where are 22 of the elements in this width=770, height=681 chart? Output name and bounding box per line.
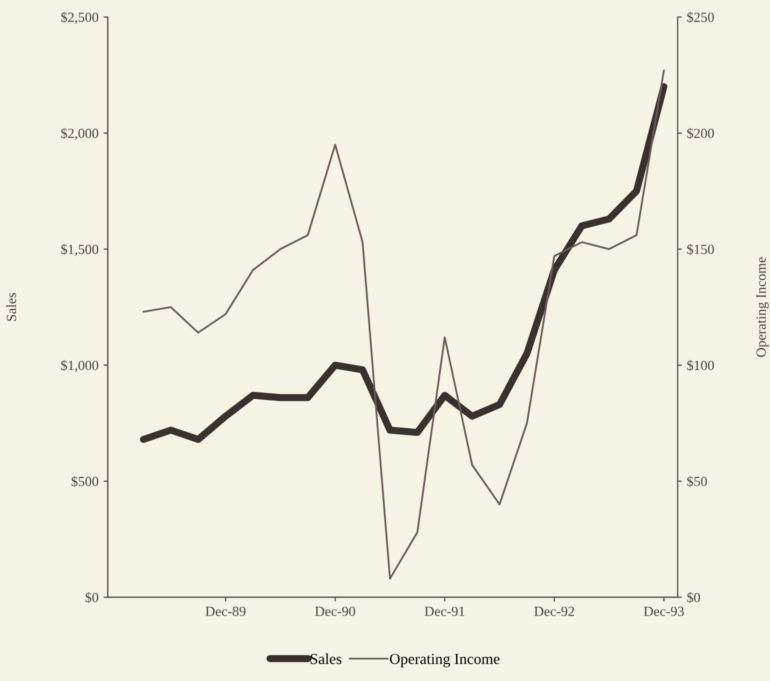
y-tick-label: $500 [72, 476, 98, 488]
y-tick-label: $2,500 [61, 12, 98, 24]
legend-label: Operating Income [390, 654, 500, 668]
x-tick-label: Dec-90 [315, 606, 356, 616]
y-tick-label: $1,500 [61, 244, 98, 256]
y2-tick-label: $200 [687, 128, 714, 139]
y2-tick-label: $50 [687, 476, 707, 488]
y2-tick-label: $0 [687, 592, 700, 604]
x-tick-label: Dec-89 [206, 606, 246, 616]
y-tick-label: $1,000 [61, 360, 98, 372]
legend-label: Sales [310, 653, 342, 664]
y2-tick-label: $250 [687, 12, 714, 23]
y2-tick-label: $150 [687, 244, 714, 255]
x-tick-label: Dec-92 [534, 606, 574, 616]
y-axis-title: Sales [6, 292, 16, 321]
line-series [142, 70, 665, 580]
y-tick-label: $0 [85, 592, 98, 604]
x-tick-label: Dec-93 [644, 606, 684, 616]
x-tick-label: Dec-91 [424, 606, 464, 616]
y2-tick-label: $100 [687, 360, 714, 372]
y2-axis-title: Operating Income [756, 257, 769, 357]
y-tick-label: $2,000 [61, 128, 98, 140]
